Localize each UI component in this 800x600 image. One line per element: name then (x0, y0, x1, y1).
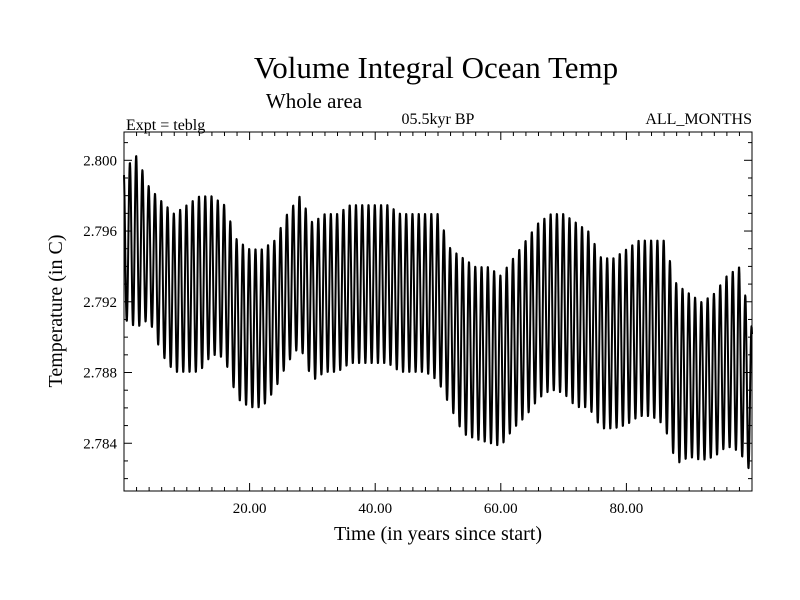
chart-title: Volume Integral Ocean Temp (254, 50, 618, 85)
series-line (123, 155, 753, 470)
y-tick-label: 2.788 (83, 366, 117, 382)
y-axis-label: Temperature (in C) (45, 235, 67, 388)
x-axis-label: Time (in years since start) (334, 523, 542, 545)
y-tick-label: 2.784 (83, 436, 117, 452)
chart-subtitle: Whole area (266, 89, 363, 113)
months-label: ALL_MONTHS (645, 111, 752, 128)
x-tick-label: 80.00 (610, 501, 644, 517)
experiment-label: Expt = teblg (126, 117, 205, 134)
x-tick-label: 20.00 (233, 501, 267, 517)
y-tick-label: 2.792 (83, 295, 117, 311)
y-tick-label: 2.796 (83, 224, 117, 240)
y-tick-label: 2.800 (83, 153, 117, 169)
period-label: 05.5kyr BP (402, 111, 475, 128)
x-tick-labels: 20.00 40.00 60.00 80.00 (233, 501, 644, 517)
x-tick-label: 40.00 (358, 501, 392, 517)
x-tick-label: 60.00 (484, 501, 518, 517)
y-tick-labels: 2.784 2.788 2.792 2.796 2.800 (83, 153, 117, 452)
